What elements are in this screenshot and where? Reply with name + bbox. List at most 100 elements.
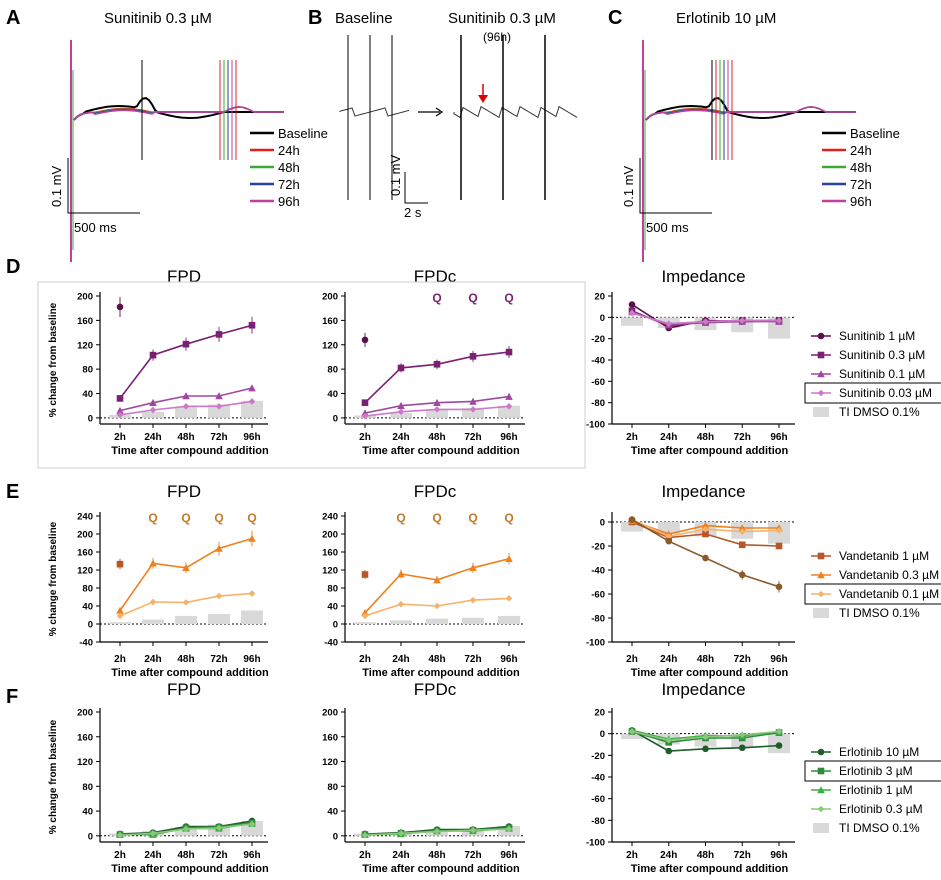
legend-highlight-box [804,583,941,605]
legend-label: Vandetanib 0.1 µM [839,587,939,601]
data-point [116,395,124,402]
x-tick-label: 96h [770,850,787,861]
y-tick-label: -40 [324,638,338,649]
data-point [248,590,256,597]
data-point [505,825,513,833]
x-tick-label: 72h [464,850,481,861]
data-point [775,583,783,591]
y-axis-label: % change from baseline [48,302,59,417]
y-tick-label: 200 [77,292,93,303]
data-point [397,408,405,416]
data-point [149,398,157,406]
legend-highlight-box [804,760,941,782]
legend-label: 48h [278,160,300,175]
y-tick-label: -40 [79,638,93,649]
y-tick-label: -100 [586,838,605,849]
legend-label: 96h [278,194,300,209]
dmso-bar [175,615,197,624]
legend-label: 24h [278,143,300,158]
y-tick-label: 20 [594,708,605,719]
y-tick-label: 40 [327,389,338,400]
x-tick-label: 2h [626,654,638,665]
data-point [505,403,513,410]
panel-label-D: D [6,256,20,278]
data-point [505,348,513,356]
data-point [628,728,636,735]
data-point [215,544,223,552]
x-axis-label: Time after compound addition [362,863,520,875]
data-point [702,745,709,753]
data-point [738,528,746,535]
y-tick-label: 0 [600,518,605,529]
data-point [182,392,190,400]
data-point [702,554,709,562]
data-point [433,406,441,413]
q-annotation: Q [214,511,223,525]
panel-label-A: A [6,7,20,29]
y-tick-label: -60 [591,590,605,601]
data-point [116,411,124,419]
data-point [738,731,746,739]
q-annotation: Q [504,291,513,305]
legend-marker [817,805,825,813]
x-tick-label: 24h [660,654,677,665]
baseline-trace [339,107,410,117]
dmso-bar [241,610,263,624]
data-point [116,303,124,311]
y-tick-label: 160 [322,316,338,327]
x-axis-label: Time after compound addition [631,667,789,679]
data-point [116,406,124,414]
legend-marker [817,332,825,340]
y-tick-label: 40 [327,807,338,818]
scale-time: 500 ms [74,220,117,235]
dmso-bar [142,411,164,418]
x-tick-label: 48h [697,850,714,861]
legend-label: Vandetanib 1 µM [839,549,929,563]
q-annotation: Q [181,511,190,525]
chart-title: FPDc [414,482,457,501]
data-point [182,825,190,833]
data-point [215,592,223,600]
y-tick-label: 240 [77,512,93,523]
y-tick-label: 120 [322,757,338,768]
y-tick-label: -80 [591,614,605,625]
x-tick-label: 72h [210,654,227,665]
data-point [215,331,223,338]
panel-label-F: F [6,686,18,708]
x-tick-label: 24h [144,850,161,861]
legend-marker [817,389,825,397]
data-point [433,360,441,368]
chart-d-imp: Impedance 20 0 -20 -40 -60 -80 -100 2h 24h 48h 72h 9… [586,267,941,457]
panel-label-C: C [608,7,622,29]
trace-title-A: Sunitinib 0.3 µM [104,10,212,27]
dmso-bar [621,317,643,326]
data-point [149,598,157,606]
legend-label: Baseline [850,126,900,141]
x-tick-label: 48h [177,850,194,861]
data-point [116,560,124,568]
x-axis-label: Time after compound addition [631,863,789,875]
y-tick-label: -80 [591,816,605,827]
x-tick-label: 48h [177,654,194,665]
trace-baseline [73,97,284,121]
chart-title: Impedance [661,680,745,699]
dmso-bar [426,409,448,418]
data-point [665,533,673,540]
data-point [665,736,673,744]
y-tick-label: 120 [322,566,338,577]
x-tick-label: 48h [428,432,445,443]
legend-label: 24h [850,143,872,158]
y-tick-label: 160 [77,732,93,743]
dmso-bar [498,615,520,624]
y-tick-label: 200 [322,708,338,719]
q-annotation: Q [247,511,256,525]
x-tick-label: 48h [428,654,445,665]
q-annotation: Q [504,511,513,525]
data-point [469,563,477,572]
legend-label: 48h [850,160,872,175]
data-point [775,742,783,749]
y-tick-label: 40 [82,602,93,613]
trace-panel-A: Sunitinib 0.3 µM Baseline 24h 48h 72h 96h 0.1 … [49,10,328,262]
